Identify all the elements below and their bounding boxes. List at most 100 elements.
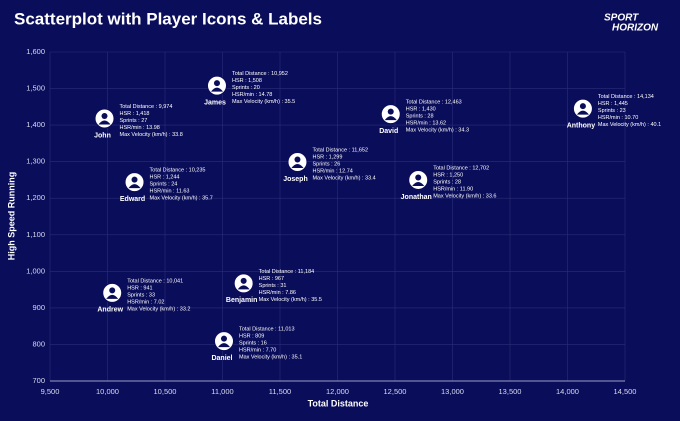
player-detail: Max Velocity (km/h) : 35.5 (232, 99, 295, 105)
player-detail: HSR : 809 (239, 334, 264, 340)
player-detail: Max Velocity (km/h) : 33.4 (312, 175, 375, 181)
player-detail: Total Distance : 9,974 (120, 104, 173, 110)
player-name: Andrew (97, 307, 123, 314)
player-name: John (94, 132, 111, 139)
player-detail: Total Distance : 10,952 (232, 71, 288, 77)
player-detail: HSR : 1,250 (433, 172, 463, 178)
player-detail: Sprints : 33 (127, 292, 155, 298)
x-tick-label: 12,000 (326, 387, 349, 396)
icon-head (579, 103, 586, 110)
icon-body (217, 343, 230, 348)
player-detail: Sprints : 20 (232, 85, 260, 91)
player-detail: Total Distance : 11,184 (259, 269, 315, 275)
player-detail: HSR/min : 11.63 (150, 189, 190, 195)
player-detail: Max Velocity (km/h) : 34.3 (406, 128, 469, 134)
player-name: James (204, 99, 226, 106)
icon-head (294, 156, 301, 163)
player-detail: HSR/min : 14.78 (232, 92, 272, 98)
y-tick-label: 700 (32, 376, 45, 385)
player-detail: Sprints : 26 (312, 161, 340, 167)
player-detail: HSR : 1,299 (312, 154, 342, 160)
x-axis-label: Total Distance (308, 398, 369, 408)
y-tick-label: 1,000 (26, 266, 45, 275)
player-detail: Total Distance : 11,013 (239, 327, 295, 333)
icon-head (240, 277, 247, 284)
player-detail: Sprints : 24 (150, 182, 178, 188)
player-detail: HSR : 1,430 (406, 107, 436, 113)
icon-body (412, 181, 425, 186)
icon-body (237, 285, 250, 290)
y-tick-label: 1,100 (26, 230, 45, 239)
player-detail: Total Distance : 12,702 (433, 165, 489, 171)
player-detail: HSR/min : 12.74 (312, 168, 352, 174)
player-detail: HSR/min : 13.62 (406, 121, 446, 127)
x-tick-label: 10,500 (154, 387, 177, 396)
player-name: Joseph (283, 176, 308, 183)
player-detail: HSR/min : 10.70 (598, 115, 638, 121)
player-detail: Total Distance : 14,134 (598, 94, 654, 100)
player-detail: Max Velocity (km/h) : 35.7 (150, 196, 213, 202)
player-detail: HSR : 1,445 (598, 101, 628, 107)
player-detail: Max Velocity (km/h) : 33.8 (120, 132, 183, 138)
player-name: Benjamin (226, 297, 258, 304)
icon-head (387, 108, 394, 115)
logo-bottom: HORIZON (612, 23, 659, 34)
player-detail: Max Velocity (km/h) : 35.1 (239, 355, 302, 361)
player-detail: HSR : 1,508 (232, 78, 262, 84)
icon-body (210, 87, 223, 92)
player-name: Anthony (567, 123, 595, 130)
y-tick-label: 1,200 (26, 193, 45, 202)
icon-body (106, 294, 119, 299)
player-name: Daniel (211, 355, 232, 362)
player-detail: Max Velocity (km/h) : 33.6 (433, 193, 496, 199)
x-tick-label: 11,000 (211, 387, 233, 396)
player-detail: Sprints : 28 (433, 179, 461, 185)
chart-title: Scatterplot with Player Icons & Labels (14, 9, 322, 28)
x-tick-label: 11,500 (269, 387, 291, 396)
player-detail: Max Velocity (km/h) : 33.2 (127, 306, 190, 312)
player-detail: Total Distance : 12,463 (406, 100, 462, 106)
y-tick-label: 800 (32, 339, 45, 348)
player-detail: Sprints : 16 (239, 341, 267, 347)
player-name: Edward (120, 196, 145, 203)
player-detail: HSR/min : 7.86 (259, 290, 296, 296)
player-detail: Total Distance : 10,041 (127, 278, 183, 284)
logo-top: SPORT (604, 13, 639, 24)
player-detail: HSR/min : 7.70 (239, 348, 276, 354)
y-tick-label: 1,300 (26, 157, 45, 166)
player-detail: HSR/min : 11.90 (433, 186, 473, 192)
y-tick-label: 1,500 (26, 84, 45, 93)
x-tick-label: 9,500 (41, 387, 60, 396)
y-axis-label: High Speed Running (6, 172, 16, 261)
x-tick-label: 12,500 (384, 387, 407, 396)
icon-head (101, 113, 108, 120)
y-tick-label: 1,400 (26, 120, 45, 129)
y-tick-label: 900 (32, 303, 45, 312)
player-detail: Sprints : 27 (120, 118, 148, 124)
player-detail: Sprints : 23 (598, 108, 626, 114)
player-detail: Sprints : 28 (406, 114, 434, 120)
player-detail: HSR/min : 7.02 (127, 299, 164, 305)
icon-head (220, 335, 227, 342)
player-detail: Sprints : 31 (259, 283, 287, 289)
icon-head (213, 80, 220, 87)
x-tick-label: 14,500 (614, 387, 637, 396)
player-detail: HSR : 941 (127, 285, 152, 291)
player-detail: Total Distance : 11,652 (312, 147, 368, 153)
player-name: Jonathan (401, 194, 432, 201)
icon-body (291, 164, 304, 169)
player-detail: HSR : 1,418 (120, 111, 150, 117)
icon-head (131, 176, 138, 183)
player-detail: HSR/min : 13.98 (120, 125, 160, 131)
x-tick-label: 14,000 (556, 387, 579, 396)
